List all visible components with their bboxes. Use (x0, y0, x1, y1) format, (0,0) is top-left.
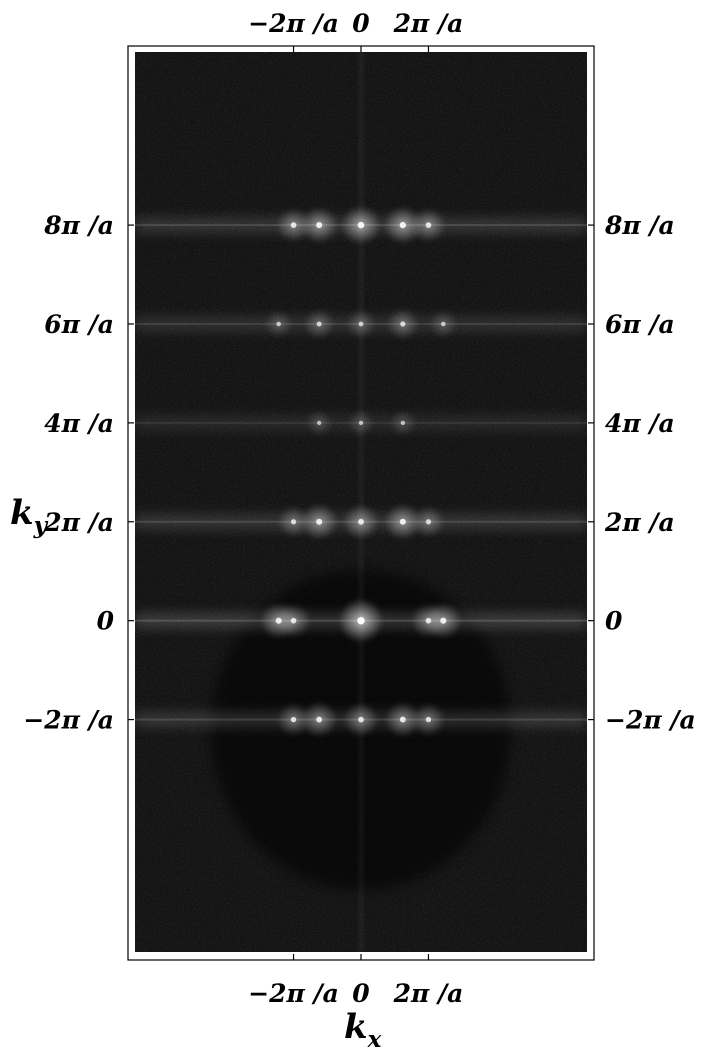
bragg-peak (441, 322, 446, 327)
bragg-peak (291, 519, 296, 524)
central-streak (359, 52, 363, 952)
y-tick-label-left: 2π /a (43, 508, 114, 537)
bragg-peak (426, 717, 431, 722)
bragg-peak (316, 222, 322, 228)
heatmap-area (135, 52, 587, 952)
y-tick-label-right: 4π /a (605, 409, 675, 438)
y-axis-label: ky (10, 493, 49, 539)
y-tick-label-left: 4π /a (44, 409, 114, 438)
x-tick-label-top: −2π /a (248, 9, 339, 38)
x-axis-label: kx (344, 1007, 382, 1053)
x-tick-label-top: 0 (352, 9, 370, 38)
x-tick-label-bottom: 0 (352, 979, 370, 1008)
bragg-peak (400, 717, 406, 723)
bragg-peak (316, 717, 322, 723)
y-tick-label-right: 8π /a (604, 211, 675, 240)
bragg-peak (426, 222, 432, 228)
y-tick-label-left: 8π /a (43, 211, 114, 240)
y-tick-label-right: 0 (605, 607, 623, 636)
bragg-peak (401, 421, 405, 425)
bragg-peak (291, 618, 297, 624)
bragg-peak (440, 618, 446, 624)
bragg-peak (400, 321, 405, 326)
y-tick-label-left: 6π /a (44, 310, 114, 339)
bragg-peak (426, 519, 431, 524)
bragg-peak (291, 717, 296, 722)
x-tick-label-top: 2π /a (393, 9, 464, 38)
bragg-peak (400, 519, 406, 525)
x-tick-label-bottom: −2π /a (248, 979, 339, 1008)
y-tick-label-left: −2π /a (23, 706, 114, 735)
bragg-peak (316, 519, 322, 525)
x-tick-label-bottom: 2π /a (393, 979, 464, 1008)
y-tick-label-right: −2π /a (605, 706, 696, 735)
bragg-peak (400, 222, 406, 228)
bragg-peak (291, 222, 297, 228)
y-tick-label-right: 6π /a (605, 310, 675, 339)
bragg-peak (276, 322, 281, 327)
bragg-peak (317, 321, 322, 326)
y-tick-label-right: 2π /a (604, 508, 675, 537)
bragg-peak (317, 421, 321, 425)
y-tick-label-left: 0 (97, 607, 115, 636)
